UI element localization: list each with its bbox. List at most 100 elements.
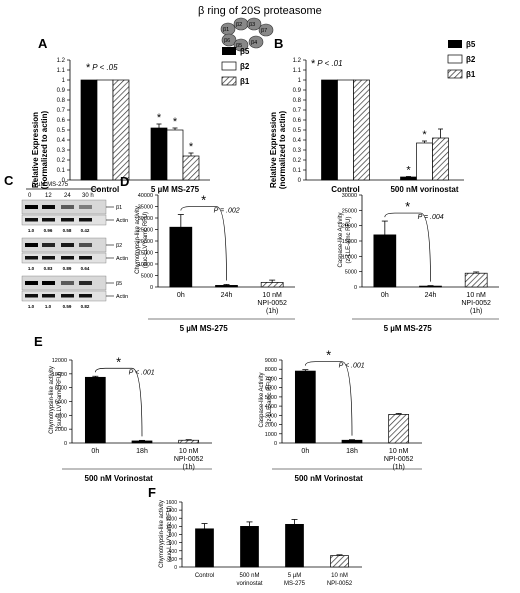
y-tick-label: 10000 xyxy=(52,372,67,378)
actin-band xyxy=(25,218,38,222)
bar xyxy=(112,79,130,181)
actin-band xyxy=(42,256,55,260)
bar xyxy=(419,285,442,288)
bar xyxy=(260,282,284,288)
legend-a: β5 β2 β1 xyxy=(221,47,250,86)
blot-band xyxy=(61,281,74,285)
y-tick-label: 1200 xyxy=(166,516,177,522)
blot-density-value: 0.82 xyxy=(81,304,90,309)
legend-swatch xyxy=(447,69,463,79)
blot-actin-label: Actin xyxy=(116,256,128,262)
significance-bracket xyxy=(384,212,431,282)
y-tick-label: 12000 xyxy=(52,358,67,364)
pvalue-a-star: * xyxy=(86,62,91,74)
y-tick-label: 20000 xyxy=(342,224,357,230)
blot-image: β1 Actin 1.0 0.96 0.58 0.42 β2 Actin 1.0 0.83 0.89… xyxy=(21,199,128,309)
x-category-label: vorinostat xyxy=(236,581,262,587)
y-tick-label: 1600 xyxy=(166,500,177,506)
panel-d: D Chymotrypsin-like activity (suc-LLVY-a… xyxy=(120,174,499,333)
y-tick-label: 5000 xyxy=(345,270,357,276)
panel-b: B Relative Expression (normalized to act… xyxy=(269,36,476,194)
bar xyxy=(321,79,338,181)
y-tick-label: 0 xyxy=(274,441,277,447)
actin-band xyxy=(42,218,55,222)
x-category-label: NPI-0052 xyxy=(174,456,204,463)
bar xyxy=(240,526,259,568)
y-tick-label: 3000 xyxy=(265,413,277,419)
legend-label: β1 xyxy=(466,70,476,79)
legend-swatch xyxy=(221,76,237,86)
actin-band xyxy=(61,294,74,298)
blot-density-value: 1.0 xyxy=(28,304,35,309)
y-tick-label: 0 xyxy=(298,178,302,184)
y-tick-label: 0.2 xyxy=(293,158,302,164)
blot-band xyxy=(25,205,38,209)
ylabel-b-line2: (normalized to actin) xyxy=(278,111,287,190)
ylabel-e1-line2: (suc-LLVY-amc RFU) xyxy=(57,372,63,428)
blot-density-value: 1.0 xyxy=(28,228,35,233)
ylabel-d2-line1: Caspase-like Activity xyxy=(338,212,344,267)
x-category-label: MS-275 xyxy=(284,581,306,587)
legend-swatch xyxy=(222,47,236,55)
blot-density-value: 0.89 xyxy=(63,266,72,271)
blot-density-value: 0.96 xyxy=(44,228,53,233)
bar xyxy=(80,79,98,181)
bar xyxy=(294,370,316,444)
bar xyxy=(84,376,106,444)
blot-band xyxy=(42,281,55,285)
y-tick-label: 15000 xyxy=(342,239,357,245)
bar xyxy=(166,129,184,181)
x-category-label: Control xyxy=(195,573,214,579)
panel-c-blot: C 5 µM MS-275 0 12 24 30 h β1 Actin 1.0 0.9… xyxy=(4,173,128,309)
blot-band xyxy=(42,205,55,209)
y-tick-label: 8000 xyxy=(55,386,67,392)
blot-row-label: β5 xyxy=(116,281,122,287)
ylabel-d1-line1: Chymotrypsin-like activity xyxy=(135,206,141,274)
bar xyxy=(195,528,214,568)
x-category-label: 500 nM xyxy=(239,573,259,579)
y-tick-label: 0 xyxy=(150,285,153,291)
x-category-label: NPI-0052 xyxy=(461,300,491,307)
y-tick-label: 0.4 xyxy=(57,138,66,144)
blot-actin-label: Actin xyxy=(116,218,128,224)
blot-density-value: 0.42 xyxy=(81,228,90,233)
bar xyxy=(178,439,200,444)
y-tick-label: 2000 xyxy=(265,423,277,429)
ring-subunit xyxy=(248,35,264,49)
blot-density-value: 0.83 xyxy=(44,266,53,271)
actin-band xyxy=(61,256,74,260)
pvalue-a: * P < .05 xyxy=(86,62,118,74)
x-category-label: (1h) xyxy=(470,308,482,315)
bar xyxy=(373,234,397,288)
blot-actin-label: Actin xyxy=(116,294,128,300)
x-category-label: 5 µM MS-275 xyxy=(151,185,200,194)
y-tick-label: 25000 xyxy=(138,228,153,234)
bar xyxy=(330,555,349,568)
x-category-label: 24h xyxy=(221,292,233,299)
x-category-label: NPI-0052 xyxy=(257,300,287,307)
actin-band xyxy=(79,218,92,222)
ring-label: β2 xyxy=(236,22,242,28)
y-tick-label: 1 xyxy=(298,78,302,84)
ylabel-e2-line1: Caspase-like Activity xyxy=(259,372,265,427)
ylabel-b-line1: Relative Expression xyxy=(269,112,278,188)
y-tick-label: 0 xyxy=(354,285,357,291)
y-tick-label: 0.8 xyxy=(293,98,302,104)
blot-row-label: β2 xyxy=(116,243,122,249)
y-tick-label: 8000 xyxy=(265,367,277,373)
y-tick-label: 1000 xyxy=(265,432,277,438)
p-value-label: P = .002 xyxy=(214,208,240,215)
significance-star: * xyxy=(201,193,206,208)
ylabel-a-line1: Relative Expression xyxy=(31,112,40,188)
x-group-label: 5 µM MS-275 xyxy=(180,324,229,333)
bar xyxy=(464,272,488,288)
panel-letter-b: B xyxy=(274,36,283,51)
proteasome-header: β ring of 20S proteasome β1 β2 β3 β7 β6 … xyxy=(198,5,322,52)
y-tick-label: 400 xyxy=(169,549,178,555)
x-category-label: (1h) xyxy=(392,464,404,471)
x-category-label: 0h xyxy=(381,292,389,299)
y-tick-label: 40000 xyxy=(138,193,153,199)
x-category-label: Control xyxy=(331,185,359,194)
y-tick-label: 7000 xyxy=(265,376,277,382)
